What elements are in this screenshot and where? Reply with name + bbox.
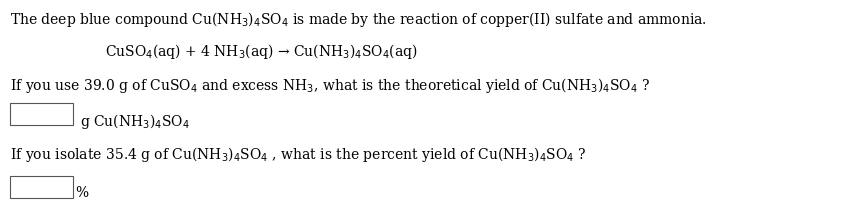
- Text: If you isolate 35.4 g of Cu(NH$_3$)$_4$SO$_4$ , what is the percent yield of Cu(: If you isolate 35.4 g of Cu(NH$_3$)$_4$S…: [10, 145, 587, 164]
- Text: The deep blue compound Cu(NH$_3$)$_4$SO$_4$ is made by the reaction of copper(II: The deep blue compound Cu(NH$_3$)$_4$SO$…: [10, 10, 707, 29]
- Text: If you use 39.0 g of CuSO$_4$ and excess NH$_3$, what is the theoretical yield o: If you use 39.0 g of CuSO$_4$ and excess…: [10, 76, 651, 95]
- Bar: [10, 103, 73, 125]
- Text: %: %: [75, 186, 88, 200]
- Text: CuSO$_4$(aq) + 4 NH$_3$(aq) → Cu(NH$_3$)$_4$SO$_4$(aq): CuSO$_4$(aq) + 4 NH$_3$(aq) → Cu(NH$_3$)…: [105, 42, 417, 61]
- Bar: [10, 176, 73, 198]
- Text: g Cu(NH$_3$)$_4$SO$_4$: g Cu(NH$_3$)$_4$SO$_4$: [80, 112, 190, 131]
